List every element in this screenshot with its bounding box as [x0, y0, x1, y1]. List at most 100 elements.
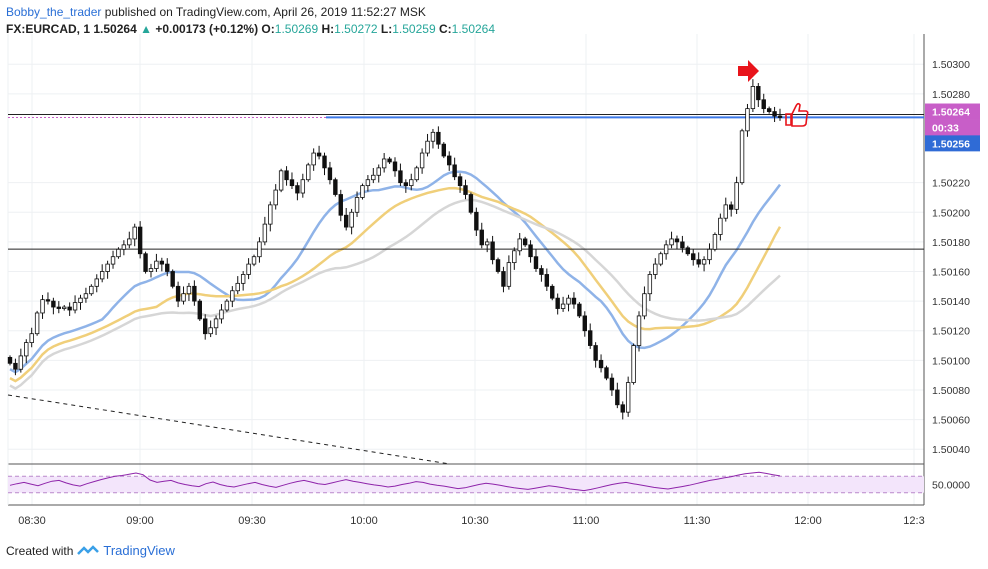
candle-body [571, 297, 577, 305]
candle-body [289, 179, 295, 187]
current-price-tag-bg [925, 103, 980, 120]
candle-body [593, 345, 598, 361]
y-tick-label: 1.50280 [932, 89, 970, 101]
tradingview-logo-icon [77, 544, 100, 555]
candle-body [175, 285, 181, 302]
candle-body [192, 285, 197, 302]
candle-body [663, 244, 669, 255]
x-tick-label: 09:30 [238, 515, 266, 527]
candle-body [354, 197, 360, 213]
candle-body [441, 143, 447, 157]
candle-body [300, 179, 306, 194]
candle-body [165, 263, 170, 272]
candle-body [72, 302, 78, 311]
candle-body [240, 274, 246, 284]
y-tick-label: 1.50100 [932, 355, 970, 367]
y-tick-label: 1.50080 [932, 385, 970, 397]
candle-body [170, 271, 175, 287]
candle-body [425, 140, 430, 154]
candle-body [322, 155, 327, 169]
candle-body [609, 377, 615, 391]
candle-body [306, 164, 311, 181]
symbol-label[interactable]: FX:EURCAD, 1 [6, 22, 91, 36]
candle-body [67, 306, 72, 311]
candle-body [371, 174, 376, 181]
y-tick-label: 1.50040 [932, 444, 970, 456]
candle-body [647, 274, 653, 295]
candle-body [284, 170, 289, 181]
candle-body [457, 176, 463, 187]
candle-body [685, 247, 691, 255]
candle-body [707, 248, 712, 261]
candle-body [588, 330, 593, 346]
candle-body [544, 274, 550, 287]
high-value: 1.50272 [334, 22, 378, 36]
candle-body [495, 259, 501, 272]
candle-body [766, 108, 772, 112]
candle-body [148, 268, 154, 272]
tradingview-brand[interactable]: TradingView [103, 543, 175, 558]
x-tick-label: 09:00 [126, 515, 154, 527]
y-tick-label: 1.50120 [932, 326, 970, 338]
candle-body [381, 158, 387, 169]
candle-body [533, 256, 539, 269]
candle-body [273, 189, 278, 206]
close-value: 1.50264 [451, 22, 496, 36]
candle-body [550, 285, 555, 299]
candle-body [539, 268, 544, 275]
level-price-tag-bg [925, 135, 980, 152]
candle-body [278, 170, 284, 191]
candle-body [636, 315, 642, 346]
candle-body [490, 241, 495, 261]
x-tick-label: 10:00 [350, 515, 378, 527]
candle-body [343, 214, 349, 228]
candle-body [474, 211, 479, 231]
candle-body [631, 345, 636, 383]
high-label: H: [321, 22, 335, 36]
candle-body [203, 318, 208, 335]
candle-body [777, 115, 783, 118]
y-tick-label: 1.50180 [932, 237, 970, 249]
chart-header: Bobby_the_trader published on TradingVie… [6, 4, 495, 38]
candle-body [723, 204, 728, 219]
candle-body [620, 404, 625, 413]
candle-body [62, 306, 67, 309]
candle-body [224, 300, 230, 311]
candle-body [615, 389, 620, 406]
candle-body [468, 194, 474, 213]
candle-body [262, 223, 268, 243]
candle-body [257, 241, 262, 258]
candle-body [669, 238, 674, 246]
candle-body [506, 262, 512, 287]
trend-line [7, 394, 451, 465]
candle-body [387, 158, 392, 163]
x-tick-label: 10:30 [461, 515, 489, 527]
candle-body [691, 253, 696, 261]
candle-body [728, 204, 734, 210]
candle-body [94, 278, 99, 287]
candle-body [430, 131, 436, 142]
candle-body [658, 253, 663, 265]
candle-body [577, 303, 582, 317]
candle-body [40, 299, 45, 314]
y-tick-label: 1.50200 [932, 207, 970, 219]
candle-body [327, 167, 333, 181]
candle-body [696, 259, 701, 265]
candle-body [13, 362, 18, 370]
candle-body [522, 238, 528, 246]
candle-body [560, 303, 566, 309]
author-link[interactable]: Bobby_the_trader [6, 5, 102, 19]
candle-body [208, 327, 213, 335]
candle-body [18, 355, 24, 370]
candle-body [78, 297, 83, 304]
candle-body [756, 86, 761, 101]
thumbs-up-icon [785, 102, 809, 127]
footer: Created with TradingView [6, 543, 175, 558]
ohlc-line: FX:EURCAD, 1 1.50264 ▲ +0.00173 (+0.12%)… [6, 21, 495, 38]
candle-body [447, 155, 452, 166]
countdown-tag: 00:33 [932, 123, 959, 135]
candle-body [403, 182, 409, 187]
candle-body [642, 293, 647, 317]
candle-body [230, 290, 235, 302]
